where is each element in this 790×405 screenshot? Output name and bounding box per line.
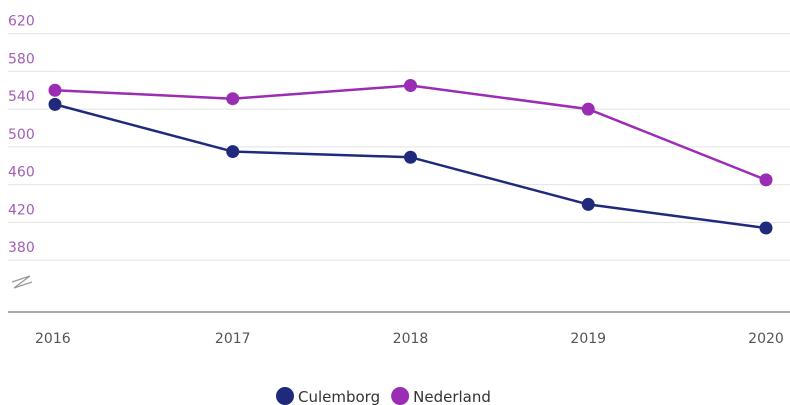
y-tick-label: 580 bbox=[8, 51, 35, 67]
x-tick-label: 2018 bbox=[393, 331, 429, 347]
y-tick-label: 420 bbox=[8, 202, 35, 218]
data-point bbox=[226, 92, 240, 106]
y-tick-label: 460 bbox=[8, 165, 35, 181]
axis-break bbox=[11, 275, 33, 289]
series-line bbox=[54, 103, 767, 230]
data-point bbox=[404, 79, 417, 92]
x-tick-label: 2019 bbox=[570, 331, 606, 347]
y-tick-label: 500 bbox=[8, 127, 35, 143]
y-tick-label: 380 bbox=[8, 240, 35, 256]
legend-label: Culemborg bbox=[298, 388, 380, 405]
data-point bbox=[404, 150, 417, 164]
data-point bbox=[48, 97, 62, 111]
legend-marker bbox=[391, 387, 410, 405]
data-point bbox=[48, 83, 62, 97]
data-point bbox=[759, 173, 773, 187]
data-point bbox=[581, 102, 595, 116]
legend-marker bbox=[276, 387, 294, 405]
x-tick-label: 2020 bbox=[748, 331, 784, 347]
data-point bbox=[581, 197, 595, 211]
legend-label: Nederland bbox=[413, 388, 491, 405]
data-point bbox=[226, 145, 240, 159]
y-tick-label: 540 bbox=[8, 89, 35, 105]
x-tick-label: 2017 bbox=[215, 331, 251, 347]
data-point bbox=[759, 221, 773, 235]
x-tick-label: 2016 bbox=[35, 331, 71, 347]
y-tick-label: 620 bbox=[8, 14, 35, 30]
